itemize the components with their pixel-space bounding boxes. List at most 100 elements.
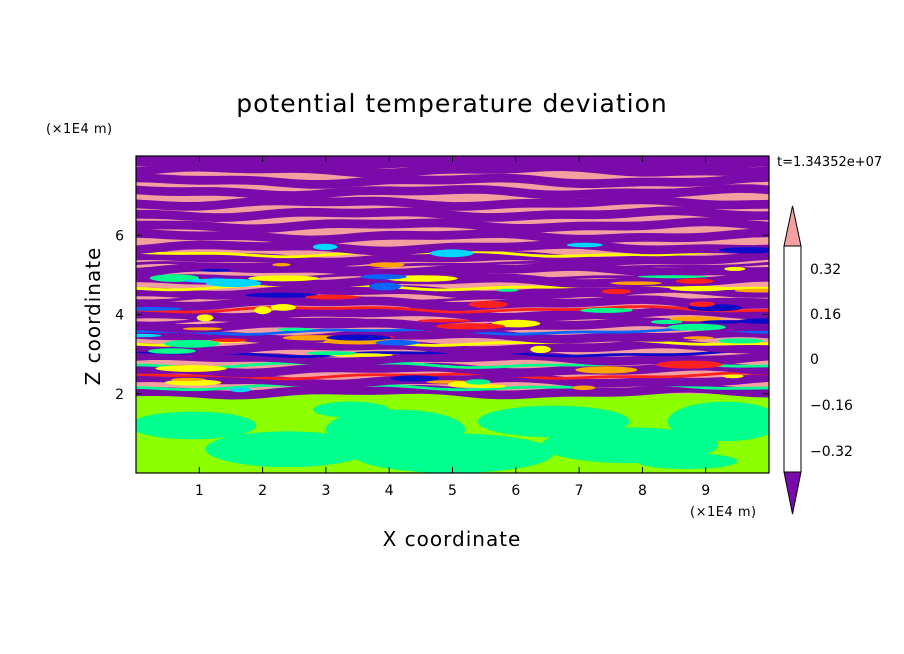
y-axis-title: Z coordinate	[81, 247, 105, 386]
field-streak	[248, 275, 319, 282]
field-band	[136, 217, 769, 234]
field-streak	[254, 306, 272, 315]
field-streak	[375, 339, 419, 346]
field-streak	[390, 375, 440, 382]
colorbar: 0.32 0.16 0 −0.16 −0.32	[783, 205, 853, 515]
field-streak	[369, 282, 402, 291]
field-streak	[368, 262, 405, 268]
field-streak	[722, 374, 744, 379]
y-axis-unit: (×1E4 m)	[46, 122, 113, 137]
x-tick-label: 6	[511, 483, 520, 499]
field-streak	[669, 316, 722, 322]
field-streak	[270, 304, 296, 311]
field-streak	[417, 319, 471, 323]
chart-title: potential temperature deviation	[236, 89, 667, 118]
field-streak	[689, 301, 715, 307]
field-streak	[700, 320, 743, 324]
field-streak	[580, 307, 633, 313]
field-streak	[136, 333, 162, 338]
field-streak	[282, 335, 343, 341]
field-streak	[610, 281, 662, 286]
field-streak	[182, 327, 223, 331]
colorbar-label: 0.32	[810, 262, 841, 278]
field-streak	[465, 379, 491, 385]
field-band	[136, 383, 769, 400]
lower-layer-patch	[636, 453, 738, 470]
lower-layer-patch	[351, 433, 554, 473]
field-streak	[306, 351, 357, 356]
field-streak	[675, 278, 714, 284]
field-streak	[656, 360, 723, 369]
contour-field	[136, 156, 769, 473]
field-band	[136, 371, 769, 381]
x-tick-label: 2	[258, 483, 267, 499]
field-streak	[171, 377, 206, 382]
field-streak	[718, 247, 769, 254]
colorbar-extend-bottom	[783, 471, 802, 515]
field-streak	[566, 242, 603, 248]
x-tick-label: 4	[385, 483, 394, 499]
colorbar-extend-top	[783, 205, 802, 247]
field-streak	[572, 385, 596, 391]
field-band	[136, 351, 769, 367]
colorbar-label: −0.16	[810, 398, 853, 414]
field-band	[136, 361, 769, 378]
field-band	[136, 240, 769, 256]
field-band	[136, 228, 769, 245]
field-streak	[683, 336, 714, 340]
field-band	[136, 306, 769, 322]
field-streak	[229, 387, 251, 393]
field-band	[136, 349, 769, 358]
field-streak	[435, 323, 506, 330]
field-band	[136, 206, 769, 222]
field-streak	[326, 334, 392, 341]
field-streak	[737, 318, 769, 324]
field-streak	[183, 278, 258, 283]
x-tick-label: 8	[638, 483, 647, 499]
field-streak	[163, 339, 220, 348]
field-band	[136, 249, 769, 259]
field-band	[136, 184, 769, 200]
x-tick-label: 7	[575, 483, 584, 499]
colorbar-label: 0.16	[810, 307, 841, 323]
field-streak	[530, 345, 551, 354]
field-streak	[575, 366, 638, 374]
field-band	[136, 272, 769, 289]
field-streak	[276, 327, 313, 331]
field-band	[136, 173, 769, 189]
field-streak	[430, 249, 474, 258]
x-tick-label: 9	[701, 483, 710, 499]
field-streak	[468, 384, 506, 389]
field-band	[136, 284, 769, 300]
field-band	[136, 251, 769, 267]
field-streak	[211, 338, 247, 343]
field-band	[136, 328, 769, 345]
field-streak	[155, 365, 227, 372]
x-tick-label: 5	[448, 483, 457, 499]
x-axis-ticks: 1 2 3 4 5 6 7 8 9	[195, 156, 710, 499]
y-tick-label: 2	[115, 387, 124, 403]
field-streak	[360, 274, 407, 280]
lower-layer-patch	[205, 431, 371, 468]
x-axis-title: X coordinate	[383, 527, 522, 551]
field-streak	[650, 319, 683, 324]
field-streak	[468, 300, 508, 308]
colorbar-frame	[783, 245, 802, 473]
y-tick-label: 6	[115, 228, 124, 244]
field-streak	[667, 323, 726, 331]
field-streak	[717, 338, 764, 344]
y-tick-label: 4	[115, 308, 124, 324]
field-streak	[637, 275, 709, 279]
lower-layer-patch	[667, 401, 769, 442]
x-tick-label: 1	[195, 483, 204, 499]
field-streak	[136, 307, 183, 311]
field-streak	[147, 348, 196, 354]
field-streak	[496, 288, 518, 292]
x-tick-label: 3	[321, 483, 330, 499]
field-streak	[669, 285, 730, 292]
lower-layer-patch	[313, 401, 390, 418]
field-streak	[312, 243, 338, 251]
field-streak	[601, 288, 632, 295]
field-band	[136, 156, 769, 171]
